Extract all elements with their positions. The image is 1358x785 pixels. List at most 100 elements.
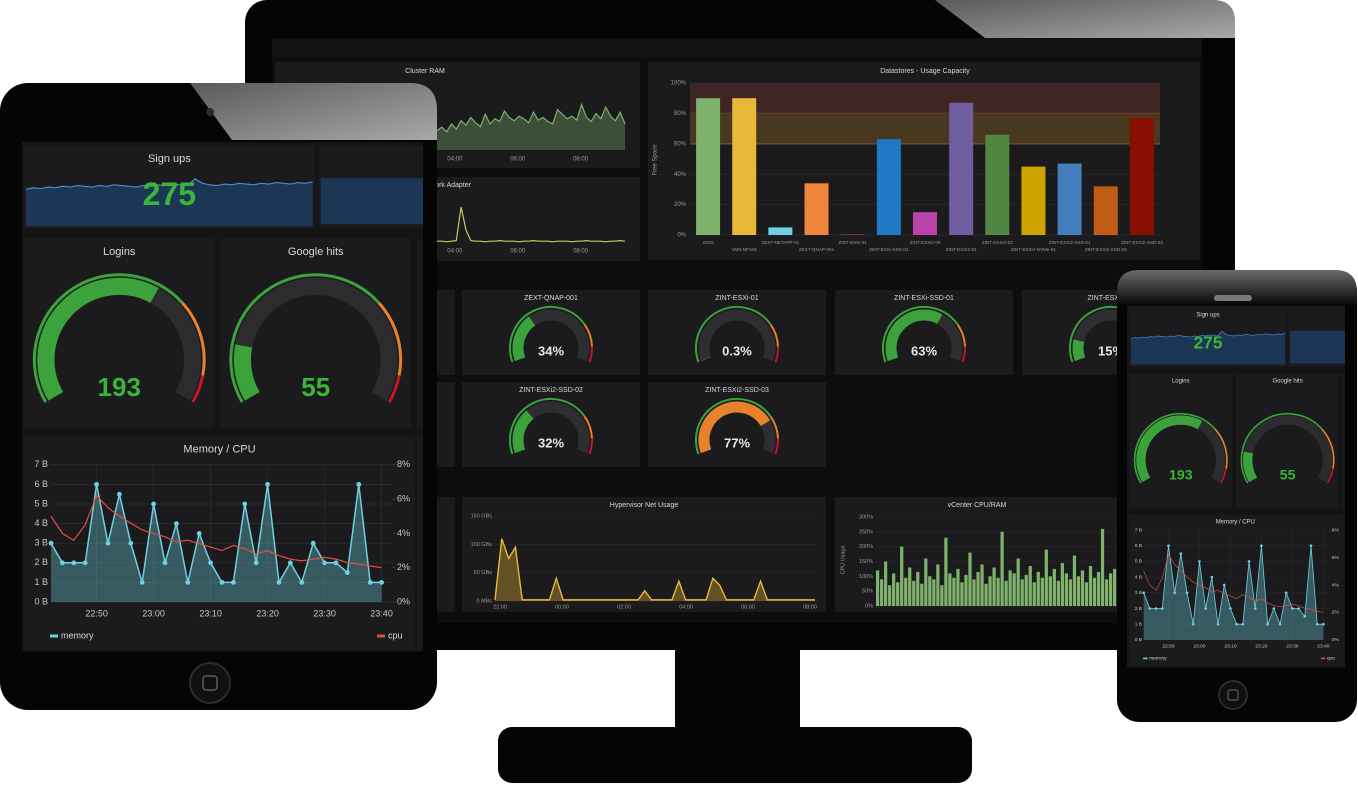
bar bbox=[1060, 562, 1064, 606]
gauge-title: ZINT-ESXi-01 bbox=[715, 295, 758, 302]
bar bbox=[768, 227, 793, 235]
panel bbox=[648, 290, 826, 375]
panel bbox=[416, 238, 423, 428]
bar bbox=[1052, 568, 1056, 606]
panel bbox=[835, 290, 1013, 375]
series-line bbox=[50, 494, 382, 569]
point bbox=[151, 501, 156, 507]
monitor: Cluster RAM 04:00 06:00 08:00 Network Adapte… bbox=[245, 0, 1235, 783]
bar bbox=[920, 583, 924, 606]
y-tick-label: 7 B bbox=[1135, 527, 1142, 533]
monitor-gloss bbox=[935, 0, 1235, 38]
bar bbox=[892, 573, 896, 606]
gauge-threshold bbox=[961, 346, 966, 363]
x-tick-label: 23:40 bbox=[1317, 644, 1329, 650]
gauge-threshold bbox=[583, 323, 593, 347]
y-tick-label: 150 GBs bbox=[471, 513, 493, 519]
x-tick-label: 23:10 bbox=[199, 608, 222, 618]
gauge-arc bbox=[1136, 415, 1203, 483]
phone-dashboard: Sign ups 275 Logins 193 Google hits 55 Memory … bbox=[1127, 305, 1345, 668]
point bbox=[276, 579, 282, 585]
panel-title: Sign ups bbox=[148, 153, 191, 165]
point bbox=[139, 579, 145, 585]
point bbox=[1272, 607, 1276, 610]
point bbox=[1216, 622, 1220, 626]
point bbox=[242, 501, 248, 507]
x-tick-label: 23:30 bbox=[313, 608, 336, 618]
bar bbox=[1104, 579, 1109, 606]
y-tick-label: 200% bbox=[859, 544, 873, 550]
gauge-title: ZINT-ESXi-SSD-01 bbox=[894, 295, 954, 302]
y2-tick-label: 4% bbox=[397, 528, 410, 538]
tablet: Sign ups 275 Logins 193 Google hits 55 Memory … bbox=[0, 83, 437, 710]
gauge-threshold bbox=[588, 346, 593, 363]
x-tick-label: ZINT-ESXi2-00 bbox=[910, 240, 941, 245]
point bbox=[116, 491, 122, 497]
gauge-threshold bbox=[774, 346, 779, 363]
bar bbox=[1008, 570, 1012, 606]
bar bbox=[1096, 571, 1101, 606]
y-tick-label: 4 B bbox=[34, 518, 48, 528]
point bbox=[1266, 622, 1269, 626]
point bbox=[48, 540, 54, 546]
y2-tick-label: 2% bbox=[1332, 610, 1340, 616]
y-tick-label: 6 B bbox=[1135, 543, 1142, 549]
gauge-threshold bbox=[32, 273, 184, 403]
x-tick-label: 04:00 bbox=[447, 157, 463, 163]
gauge-arc bbox=[37, 277, 159, 401]
point bbox=[1222, 583, 1226, 587]
bar bbox=[876, 139, 901, 235]
bar bbox=[980, 564, 984, 606]
gauge-value: 34% bbox=[538, 343, 564, 358]
point bbox=[1148, 607, 1152, 610]
point bbox=[1185, 591, 1189, 595]
x-tick-label: 08:00 bbox=[573, 249, 589, 255]
panel bbox=[416, 436, 423, 650]
bar bbox=[1012, 573, 1016, 606]
point bbox=[265, 481, 270, 487]
y2-tick-label: 6% bbox=[1332, 555, 1340, 561]
gauge-threshold bbox=[181, 301, 206, 376]
point bbox=[1309, 544, 1313, 548]
x-tick-label: 23:00 bbox=[142, 608, 165, 618]
gauge-threshold bbox=[509, 398, 586, 455]
panel bbox=[462, 382, 640, 467]
gauge-value: 63% bbox=[911, 343, 937, 358]
x-tick-label: 22:50 bbox=[85, 608, 108, 618]
gauge-arc bbox=[885, 309, 943, 362]
y-tick-label: 60% bbox=[674, 141, 687, 147]
bar bbox=[1032, 582, 1036, 606]
bar bbox=[1088, 565, 1093, 606]
gauge-threshold bbox=[583, 415, 593, 439]
point bbox=[1210, 575, 1214, 579]
bar bbox=[1004, 580, 1008, 606]
panel-title: Google hits bbox=[1272, 379, 1302, 385]
x-tick-label: 22:50 bbox=[1162, 644, 1174, 650]
point bbox=[128, 540, 134, 546]
gauge-threshold bbox=[1133, 412, 1216, 484]
y-tick-label: 100 GBs bbox=[471, 542, 493, 548]
bar bbox=[960, 582, 964, 606]
gauge-threshold bbox=[956, 323, 966, 347]
gauge-threshold bbox=[1220, 468, 1227, 484]
gauge-threshold bbox=[1240, 412, 1323, 484]
bar bbox=[896, 582, 900, 606]
stat-value: 275 bbox=[1194, 332, 1223, 352]
bar bbox=[912, 580, 916, 606]
phone-home-button[interactable] bbox=[1218, 680, 1248, 710]
y-tick-label: 0 B bbox=[34, 596, 48, 606]
gauge-threshold bbox=[588, 438, 593, 455]
bar bbox=[900, 546, 904, 606]
y-tick-label: 7 B bbox=[34, 459, 48, 469]
tablet-dashboard: Sign ups 275 Logins 193 Google hits 55 Memory … bbox=[22, 142, 423, 652]
gauge-threshold bbox=[387, 375, 401, 403]
y-tick-label: 3 B bbox=[1135, 590, 1142, 596]
tablet-home-button[interactable] bbox=[189, 662, 231, 704]
threshold-band bbox=[690, 83, 1160, 114]
bar bbox=[1056, 580, 1060, 606]
bar bbox=[949, 102, 974, 235]
panel-title: Sign ups bbox=[1196, 312, 1219, 318]
monitor-neck bbox=[675, 640, 800, 732]
panel bbox=[1341, 514, 1345, 666]
